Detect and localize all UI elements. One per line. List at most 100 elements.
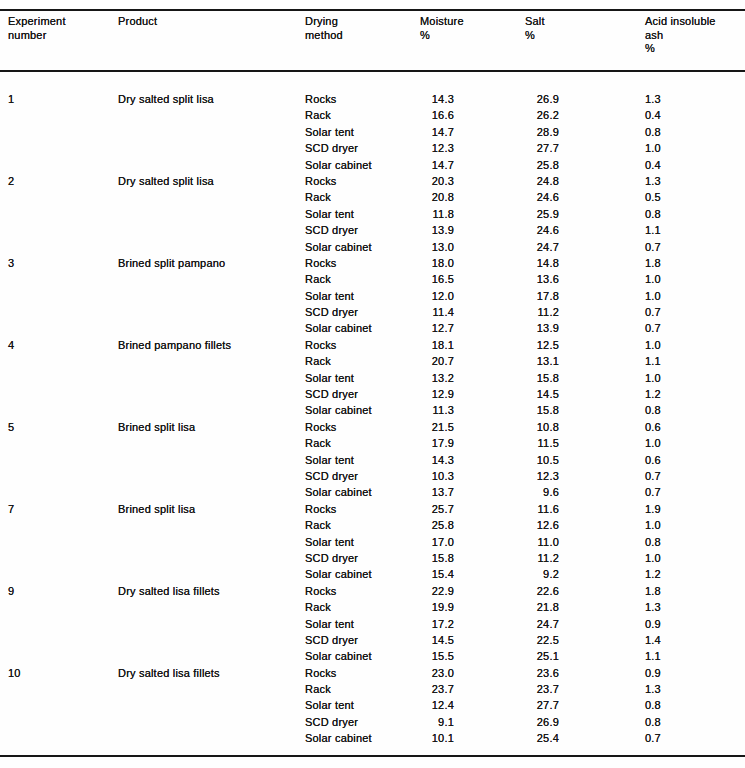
cell-moisture: 15.5 [420, 648, 525, 664]
salt-value: 15.8 [525, 370, 559, 386]
table-row: Solar tent14.728.90.8 [8, 124, 745, 140]
cell-ash: 0.7 [645, 484, 745, 500]
cell-drying-method: Solar tent [305, 616, 420, 632]
cell-product [118, 140, 305, 156]
cell-drying-method: Solar cabinet [305, 239, 420, 255]
cell-ash: 1.8 [645, 583, 745, 599]
cell-salt: 15.8 [525, 370, 645, 386]
salt-value: 13.9 [525, 320, 559, 336]
cell-product [118, 124, 305, 140]
cell-experiment-number [8, 124, 118, 140]
table-top-rule [0, 9, 745, 11]
salt-value: 23.7 [525, 681, 559, 697]
cell-product [118, 402, 305, 418]
salt-value: 13.6 [525, 271, 559, 287]
cell-moisture: 10.1 [420, 730, 525, 746]
cell-salt: 13.6 [525, 271, 645, 287]
cell-salt: 26.9 [525, 714, 645, 730]
salt-value: 12.3 [525, 468, 559, 484]
table-row: Rack25.812.61.0 [8, 517, 745, 533]
cell-ash: 0.5 [645, 189, 745, 205]
salt-value: 9.6 [525, 484, 559, 500]
cell-ash: 1.0 [645, 140, 745, 156]
cell-product [118, 697, 305, 713]
cell-moisture: 15.4 [420, 566, 525, 582]
moisture-value: 13.2 [420, 370, 454, 386]
cell-product: Brined split lisa [118, 419, 305, 435]
table-row: SCD dryer13.924.61.1 [8, 222, 745, 238]
cell-ash: 1.8 [645, 255, 745, 271]
cell-product [118, 632, 305, 648]
cell-moisture: 11.8 [420, 206, 525, 222]
table-row: Solar tent13.215.81.0 [8, 370, 745, 386]
moisture-value: 11.4 [420, 304, 454, 320]
salt-value: 27.7 [525, 697, 559, 713]
cell-moisture: 25.7 [420, 501, 525, 517]
moisture-value: 15.5 [420, 648, 454, 664]
moisture-value: 23.7 [420, 681, 454, 697]
table-row: Solar tent17.224.70.9 [8, 616, 745, 632]
cell-product [118, 222, 305, 238]
cell-experiment-number [8, 304, 118, 320]
cell-product [118, 730, 305, 746]
moisture-value: 19.9 [420, 599, 454, 615]
cell-product [118, 239, 305, 255]
cell-drying-method: Rack [305, 435, 420, 451]
cell-drying-method: Rack [305, 353, 420, 369]
cell-drying-method: Rack [305, 517, 420, 533]
cell-ash: 1.0 [645, 271, 745, 287]
cell-drying-method: Solar tent [305, 288, 420, 304]
moisture-value: 14.5 [420, 632, 454, 648]
salt-value: 26.9 [525, 714, 559, 730]
cell-drying-method: Rack [305, 599, 420, 615]
cell-moisture: 13.0 [420, 239, 525, 255]
salt-value: 24.6 [525, 222, 559, 238]
cell-moisture: 23.0 [420, 665, 525, 681]
cell-experiment-number [8, 320, 118, 336]
cell-drying-method: Solar tent [305, 534, 420, 550]
cell-experiment-number [8, 599, 118, 615]
cell-drying-method: Solar cabinet [305, 402, 420, 418]
moisture-value: 23.0 [420, 665, 454, 681]
cell-experiment-number [8, 189, 118, 205]
cell-drying-method: Solar cabinet [305, 566, 420, 582]
cell-salt: 13.9 [525, 320, 645, 336]
salt-value: 25.9 [525, 206, 559, 222]
table-row: Rack16.626.20.4 [8, 107, 745, 123]
cell-product [118, 189, 305, 205]
moisture-value: 12.0 [420, 288, 454, 304]
cell-ash: 1.2 [645, 386, 745, 402]
moisture-value: 17.9 [420, 435, 454, 451]
cell-salt: 25.1 [525, 648, 645, 664]
table-row: SCD dryer10.312.30.7 [8, 468, 745, 484]
cell-ash: 0.4 [645, 157, 745, 173]
moisture-value: 18.0 [420, 255, 454, 271]
cell-product [118, 534, 305, 550]
cell-moisture: 18.0 [420, 255, 525, 271]
moisture-value: 12.4 [420, 697, 454, 713]
cell-moisture: 12.0 [420, 288, 525, 304]
cell-moisture: 14.5 [420, 632, 525, 648]
cell-drying-method: SCD dryer [305, 140, 420, 156]
salt-value: 10.5 [525, 452, 559, 468]
cell-moisture: 22.9 [420, 583, 525, 599]
cell-salt: 13.1 [525, 353, 645, 369]
cell-moisture: 17.0 [420, 534, 525, 550]
table-row: 9Dry salted lisa filletsRocks22.922.61.8 [8, 583, 745, 599]
cell-experiment-number: 9 [8, 583, 118, 599]
table-row: Rack19.921.81.3 [8, 599, 745, 615]
cell-experiment-number [8, 107, 118, 123]
moisture-value: 25.8 [420, 517, 454, 533]
cell-product: Brined pampano fillets [118, 337, 305, 353]
cell-product [118, 271, 305, 287]
salt-value: 27.7 [525, 140, 559, 156]
cell-salt: 11.5 [525, 435, 645, 451]
moisture-value: 15.8 [420, 550, 454, 566]
cell-moisture: 13.2 [420, 370, 525, 386]
cell-experiment-number [8, 484, 118, 500]
cell-moisture: 16.5 [420, 271, 525, 287]
cell-experiment-number [8, 714, 118, 730]
cell-experiment-number [8, 222, 118, 238]
cell-moisture: 18.1 [420, 337, 525, 353]
cell-moisture: 12.7 [420, 320, 525, 336]
